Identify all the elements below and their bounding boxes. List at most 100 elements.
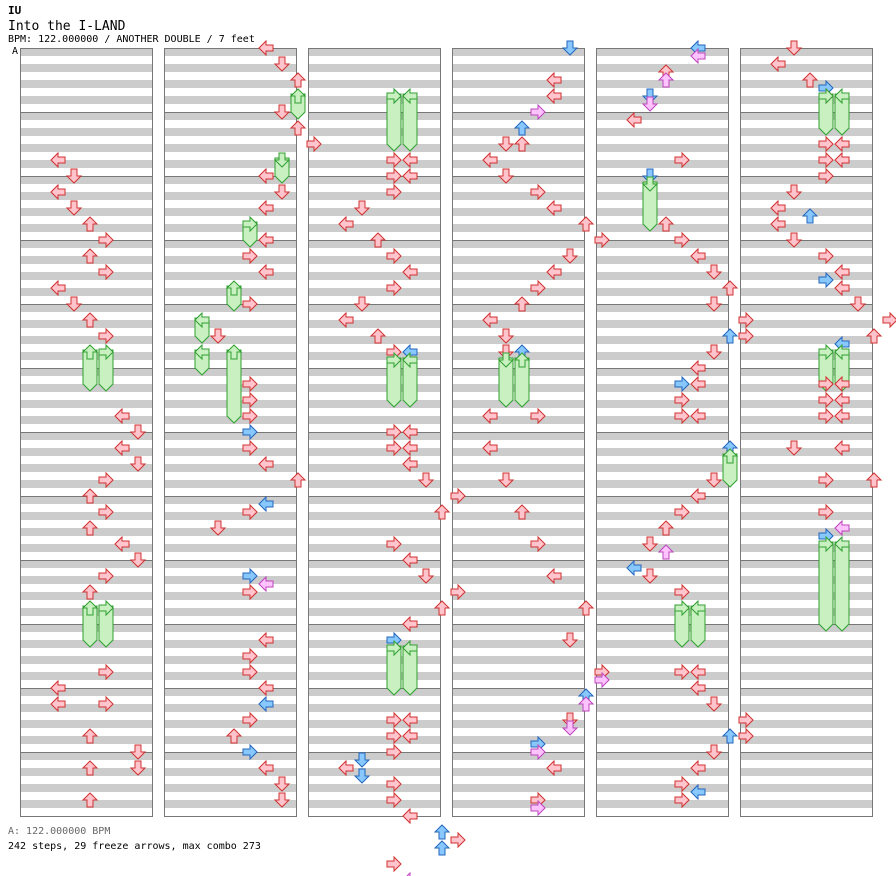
- freeze-arrow: [642, 181, 658, 232]
- arrow-down-icon: [129, 424, 147, 440]
- grid-stripe: [452, 768, 584, 776]
- grid-stripe: [308, 560, 440, 568]
- arrow-left-icon: [690, 487, 706, 505]
- grid-stripe: [308, 608, 440, 616]
- grid-stripe: [452, 336, 584, 344]
- arrow-right-icon: [386, 167, 402, 185]
- grid-stripe: [164, 576, 296, 584]
- grid-stripe: [596, 464, 728, 472]
- arrow-left-icon: [690, 663, 706, 681]
- grid-stripe: [452, 608, 584, 616]
- grid-stripe: [452, 512, 584, 520]
- arrow-down-icon: [561, 632, 579, 648]
- grid-stripe: [20, 160, 152, 168]
- grid-stripe: [308, 400, 440, 408]
- arrow-up-icon: [657, 520, 675, 536]
- grid-stripe: [596, 784, 728, 792]
- arrow-left-icon: [834, 407, 850, 425]
- grid-stripe: [164, 480, 296, 488]
- column-border: [20, 48, 153, 817]
- grid-stripe: [308, 512, 440, 520]
- arrow-left-icon: [690, 247, 706, 265]
- grid-stripe: [740, 800, 872, 808]
- grid-stripe: [596, 672, 728, 680]
- arrow-left-icon: [258, 679, 274, 697]
- arrow-up-icon: [577, 216, 595, 232]
- arrow-left-icon: [402, 151, 418, 169]
- arrow-right-icon: [674, 775, 690, 793]
- freeze-arrow: [274, 157, 290, 184]
- arrow-up-icon: [513, 136, 531, 152]
- grid-stripe: [164, 544, 296, 552]
- arrow-left-icon: [834, 439, 850, 457]
- arrow-right-icon: [818, 247, 834, 265]
- grid-stripe: [740, 80, 872, 88]
- grid-stripe: [308, 176, 440, 184]
- grid-stripe: [740, 416, 872, 424]
- grid-stripe: [308, 704, 440, 712]
- arrow-left-icon: [546, 87, 562, 105]
- arrow-right-icon: [98, 695, 114, 713]
- grid-stripe: [20, 448, 152, 456]
- arrow-right-icon: [386, 87, 402, 105]
- arrow-right-icon: [818, 471, 834, 489]
- grid-stripe: [308, 480, 440, 488]
- arrow-right-icon: [242, 743, 258, 761]
- grid-stripe: [20, 544, 152, 552]
- grid-stripe: [740, 192, 872, 200]
- arrow-left-icon: [402, 263, 418, 281]
- grid-stripe: [740, 176, 872, 184]
- arrow-up-icon: [289, 472, 307, 488]
- grid-stripe: [740, 512, 872, 520]
- arrow-left-icon: [690, 783, 706, 801]
- arrow-up-icon: [289, 120, 307, 136]
- grid-stripe: [740, 336, 872, 344]
- grid-stripe: [452, 704, 584, 712]
- arrow-left-icon: [338, 215, 354, 233]
- arrow-left-icon: [626, 111, 642, 129]
- grid-stripe: [452, 112, 584, 120]
- arrow-right-icon: [98, 663, 114, 681]
- grid-stripe: [596, 224, 728, 232]
- grid-stripe: [164, 496, 296, 504]
- freeze-arrow: [818, 541, 834, 632]
- grid-stripe: [452, 176, 584, 184]
- grid-stripe: [740, 480, 872, 488]
- arrow-left-icon: [690, 359, 706, 377]
- grid-stripe: [596, 64, 728, 72]
- grid-stripe: [452, 352, 584, 360]
- grid-stripe: [20, 176, 152, 184]
- grid-stripe: [20, 320, 152, 328]
- arrow-up-icon: [513, 504, 531, 520]
- arrow-up-icon: [81, 216, 99, 232]
- grid-stripe: [308, 448, 440, 456]
- arrow-up-icon: [865, 328, 883, 344]
- grid-stripe: [452, 656, 584, 664]
- grid-stripe: [164, 176, 296, 184]
- grid-stripe: [164, 640, 296, 648]
- arrow-right-icon: [738, 727, 754, 745]
- arrow-down-icon: [129, 456, 147, 472]
- grid-stripe: [740, 736, 872, 744]
- grid-stripe: [164, 736, 296, 744]
- arrow-left-icon: [482, 407, 498, 425]
- grid-stripe: [452, 592, 584, 600]
- grid-stripe: [164, 608, 296, 616]
- grid-stripe: [740, 448, 872, 456]
- arrow-left-icon: [338, 311, 354, 329]
- grid-stripe: [20, 464, 152, 472]
- grid-stripe: [164, 672, 296, 680]
- arrow-right-icon: [530, 407, 546, 425]
- grid-stripe: [20, 336, 152, 344]
- arrow-right-icon: [98, 231, 114, 249]
- arrow-right-icon: [386, 183, 402, 201]
- grid-stripe: [740, 272, 872, 280]
- arrow-down-icon: [785, 232, 803, 248]
- grid-stripe: [20, 400, 152, 408]
- grid-stripe: [308, 416, 440, 424]
- arrow-down-icon: [561, 720, 579, 736]
- arrow-left-icon: [50, 695, 66, 713]
- arrow-right-icon: [98, 263, 114, 281]
- arrow-right-icon: [242, 439, 258, 457]
- grid-stripe: [740, 384, 872, 392]
